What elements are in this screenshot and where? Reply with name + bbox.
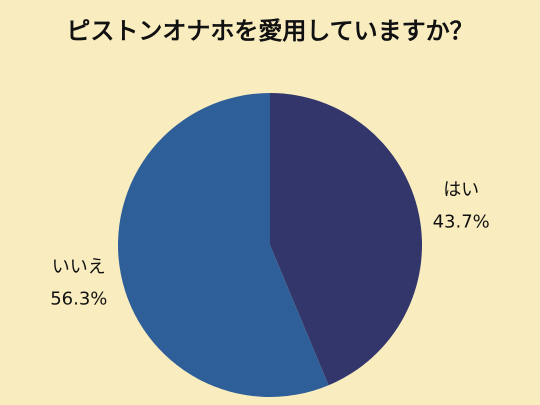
slice-value-label: 43.7% [433, 212, 490, 233]
pie-slice [270, 93, 422, 386]
slice-value-label: 56.3% [50, 288, 107, 309]
chart-title: ピストンオナホを愛用していますか？ [66, 17, 473, 45]
pie-slice [118, 93, 329, 397]
slice-label: はい [443, 180, 479, 201]
slice-label: いいえ [52, 256, 106, 277]
